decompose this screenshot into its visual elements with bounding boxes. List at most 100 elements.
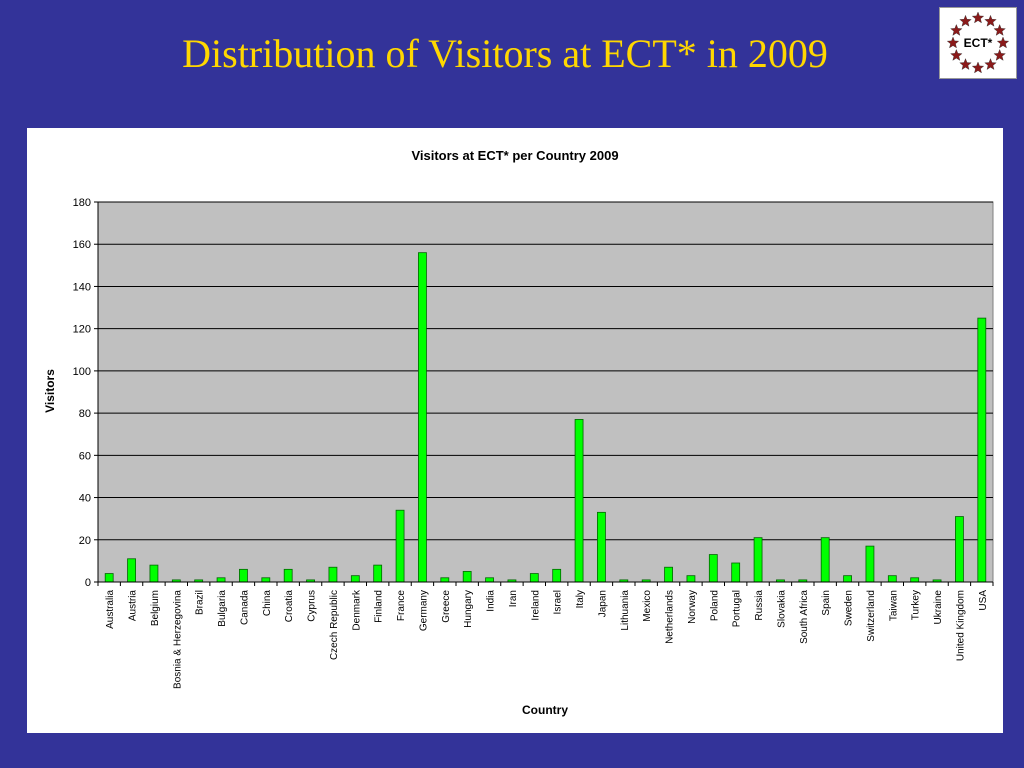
y-tick-label: 120 [73, 324, 91, 336]
x-tick-label: Italy [575, 590, 586, 608]
x-tick-label: Portugal [732, 590, 743, 627]
bar [597, 511, 606, 583]
bar [887, 575, 897, 583]
bar [462, 571, 472, 583]
logo-star [959, 14, 972, 27]
x-tick-label: Ireland [530, 590, 541, 621]
x-tick-label: Finland [374, 590, 385, 623]
x-tick-label: Hungary [463, 590, 474, 628]
bar [418, 252, 427, 583]
logo-star [946, 36, 960, 49]
logo-star [984, 58, 997, 70]
plot-area [97, 201, 994, 583]
y-tick-label: 180 [73, 197, 91, 209]
logo-star [996, 36, 1010, 49]
x-axis-ticks: Australia Austria Belgium Bosnia & Herzegov… [97, 582, 994, 689]
x-tick-label: Belgium [150, 590, 161, 626]
x-tick-label: Lithuania [620, 590, 631, 631]
bar [529, 573, 539, 583]
bar [127, 558, 136, 583]
x-tick-label: Spain [821, 590, 832, 616]
bar [552, 568, 562, 583]
bar [485, 577, 494, 583]
x-tick-label: Canada [239, 590, 250, 625]
bar [261, 577, 271, 583]
bar [239, 568, 248, 583]
x-tick-label: Norway [687, 590, 698, 624]
y-tick-label: 0 [85, 577, 91, 589]
x-tick-label: Denmark [351, 589, 362, 631]
bar [395, 509, 405, 583]
x-tick-label: Switzerland [866, 590, 877, 642]
bar [104, 573, 114, 583]
x-tick-label: Netherlands [665, 590, 676, 644]
x-tick-label: France [396, 590, 407, 622]
y-tick-label: 20 [79, 535, 91, 547]
bar [686, 575, 696, 583]
chart-panel: Visitors at ECT* per Country 2009 0 20 40 6… [27, 128, 1003, 733]
x-tick-label: Cyprus [307, 590, 318, 622]
bar [731, 562, 741, 583]
x-tick-label: Germany [418, 590, 429, 631]
bar [283, 568, 293, 583]
bar [708, 554, 718, 583]
x-tick-label: China [262, 590, 273, 617]
chart-title: Visitors at ECT* per Country 2009 [411, 148, 618, 163]
x-tick-label: Sweden [844, 590, 855, 626]
y-tick-label: 80 [79, 408, 91, 420]
y-tick-label: 160 [73, 239, 91, 251]
x-tick-label: Greece [441, 590, 452, 623]
bar [753, 537, 763, 583]
bar [328, 566, 338, 583]
y-tick-label: 140 [73, 281, 91, 293]
x-tick-label: Czech Republic [329, 590, 340, 660]
y-tick-label: 60 [79, 450, 91, 462]
logo-star [950, 48, 963, 61]
x-tick-label: Iran [508, 590, 519, 607]
x-tick-label: USA [978, 590, 989, 611]
logo-star-ring [946, 11, 1010, 74]
x-tick-label: Ukraine [933, 590, 944, 625]
x-axis-label: Country [522, 703, 568, 717]
y-axis-ticks: 0 20 40 60 80 100 120 140 160 180 [73, 197, 98, 589]
x-tick-label: South Africa [799, 590, 810, 644]
logo-star [950, 23, 963, 36]
bar [820, 537, 830, 583]
bar [955, 516, 964, 583]
logo-star [984, 14, 997, 27]
x-tick-label: Australia [105, 590, 116, 629]
y-tick-label: 100 [73, 366, 91, 378]
logo-star [971, 11, 985, 24]
x-tick-label: Bosnia & Herzegovina [172, 590, 183, 689]
y-axis-label: Visitors [43, 369, 57, 413]
gridlines [98, 201, 993, 541]
logo-star [993, 23, 1006, 36]
x-tick-label: Brazil [195, 590, 206, 615]
x-tick-label: Israel [553, 590, 564, 614]
bar [149, 564, 159, 583]
x-tick-label: Bulgaria [217, 590, 228, 627]
x-tick-label: Austria [128, 590, 139, 622]
bar [865, 545, 875, 583]
bar [910, 577, 920, 583]
bar [574, 419, 584, 583]
x-tick-label: Poland [709, 590, 720, 621]
bar [664, 566, 673, 583]
x-tick-label: Japan [597, 590, 608, 617]
y-tick-label: 40 [79, 493, 91, 505]
x-tick-label: Taiwan [888, 590, 899, 621]
bar-chart: Visitors at ECT* per Country 2009 0 20 40 6… [43, 148, 994, 717]
logo-star [959, 58, 972, 70]
x-tick-label: India [486, 590, 497, 612]
logo-star [971, 61, 985, 74]
x-tick-label: Mexico [642, 590, 653, 622]
x-tick-label: Slovakia [776, 590, 787, 628]
x-tick-label: Turkey [911, 590, 922, 620]
x-tick-label: Russia [754, 590, 765, 621]
bar [350, 575, 360, 583]
bars [104, 252, 987, 583]
ect-logo: ECT* [939, 7, 1017, 79]
bar [977, 317, 987, 583]
logo-star [993, 48, 1006, 61]
slide-title: Distribution of Visitors at ECT* in 2009 [182, 31, 828, 76]
